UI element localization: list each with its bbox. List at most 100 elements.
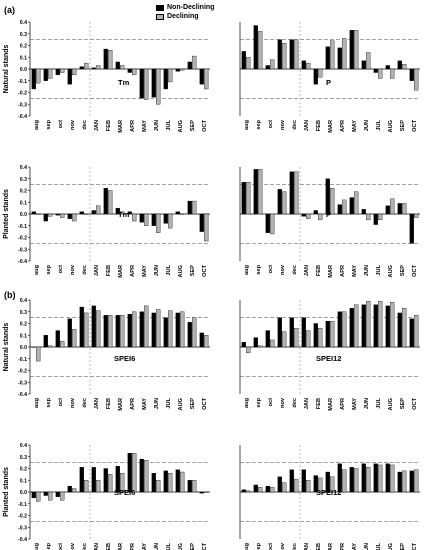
b-natural-left-y-tick-label-4: 0.0 xyxy=(20,345,27,351)
b-natural-right-bar-non-declining-SEP xyxy=(397,312,402,348)
b-natural-left-x-tick-label-0: aug xyxy=(34,397,40,408)
b-natural-left-bar-declining-FEB xyxy=(108,315,113,348)
a-planted-right-bar-non-declining-aug xyxy=(241,182,246,215)
b-natural-left-x-tick-label-10: JUN xyxy=(154,398,160,409)
b-planted-left-x-tick-label-1: sep xyxy=(46,542,52,550)
b-natural-left-y-tick-label-5: 0.1 xyxy=(20,333,27,339)
b-natural-right-bar-non-declining-JUL xyxy=(373,304,378,348)
b-planted-left-y-tick-label-0: -0.4 xyxy=(18,537,27,543)
b-planted-left-x-tick-label-11: JUL xyxy=(166,542,172,550)
section-label-a: (a) xyxy=(4,5,15,15)
a-planted-right-bar-declining-JAN xyxy=(306,213,311,219)
b-planted-left-annotation: SPEI6 xyxy=(114,488,135,497)
a-natural-right-bar-non-declining-oct xyxy=(265,65,270,70)
a-planted-right-bar-declining-AUG xyxy=(390,198,395,215)
b-natural-left-x-tick-label-1: sep xyxy=(46,397,52,407)
b-planted-right-bar-non-declining-JAN xyxy=(301,469,306,493)
a-planted-right-bar-declining-MAY xyxy=(354,191,359,215)
b-natural-right-bar-declining-FEB xyxy=(318,328,323,348)
b-natural-left-x-tick-label-7: MAR xyxy=(118,398,124,411)
b-natural-right-x-tick-label-8: APR xyxy=(340,398,346,410)
b-planted-left-x-tick-label-12: AUG xyxy=(178,543,184,550)
a-planted-left-y-tick-label-6: 0.2 xyxy=(20,189,27,195)
a-natural-left-x-tick-label-9: MAY xyxy=(142,120,148,132)
a-natural-left-y-tick-label-3: -0.1 xyxy=(18,79,27,85)
b-planted-left-bar-non-declining-AUG xyxy=(175,469,180,493)
a-planted-right-x-tick-label-0: aug xyxy=(244,264,250,275)
a-natural-right-bar-declining-SEP xyxy=(402,64,407,70)
b-planted-right-x-tick-label-12: AUG xyxy=(388,543,394,550)
a-natural-right-x-tick-label-8: APR xyxy=(340,120,346,132)
b-natural-right-x-tick-label-14: OCT xyxy=(412,397,418,409)
a-natural-right-x-tick-label-0: aug xyxy=(244,119,250,130)
b-natural-right-bar-declining-APR xyxy=(342,311,347,348)
b-planted-right-bar-non-declining-SEP xyxy=(397,471,402,493)
a-natural-left-annotation: Tm xyxy=(118,78,130,87)
a-planted-right-bar-declining-MAR xyxy=(330,187,335,215)
a-planted-right-bar-non-declining-MAY xyxy=(349,197,354,215)
a-planted-right-x-tick-label-6: FEB xyxy=(316,265,322,276)
b-natural-left-bar-declining-MAY xyxy=(144,305,149,348)
b-planted-right-bar-declining-OCT xyxy=(414,469,419,493)
a-natural-left-bar-declining-FEB xyxy=(108,50,113,70)
a-planted-left-bar-declining-APR xyxy=(132,213,137,222)
a-natural-left-bar-declining-OCT xyxy=(204,68,209,90)
a-natural-right-bar-declining-JUL xyxy=(378,68,383,79)
a-natural-right-x-tick-label-9: MAY xyxy=(352,120,358,132)
b-natural-left-y-tick-label-0: -0.4 xyxy=(18,392,27,398)
b-planted-right-x-tick-label-4: dec xyxy=(292,543,298,550)
a-planted-right-bar-declining-dec xyxy=(294,171,299,215)
a-natural-right-bar-non-declining-SEP xyxy=(397,60,402,70)
a-planted-left-x-tick-label-6: FEB xyxy=(106,265,112,276)
b-natural-right-bar-non-declining-FEB xyxy=(313,323,318,348)
b-natural-left-bar-non-declining-FEB xyxy=(103,315,108,348)
a-natural-right-bar-declining-OCT xyxy=(414,68,419,91)
b-planted-right-x-tick-label-7: MAR xyxy=(328,543,334,550)
b-natural-left-bar-declining-JUL xyxy=(168,310,173,348)
a-natural-right-bar-non-declining-APR xyxy=(337,47,342,70)
b-planted-left-y-tick-label-8: 0.4 xyxy=(20,443,27,449)
b-planted-left-y-tick-label-6: 0.2 xyxy=(20,467,27,473)
a-natural-left-x-tick-label-10: JUN xyxy=(154,120,160,131)
a-planted-right-bar-non-declining-SEP xyxy=(397,203,402,215)
b-planted-left-bar-declining-JUN xyxy=(156,480,161,493)
b-natural-left-bar-non-declining-JUL xyxy=(163,317,168,348)
b-natural-left-bar-declining-aug xyxy=(36,346,41,362)
a-natural-left-x-tick-label-6: FEB xyxy=(106,120,112,131)
a-natural-right-x-tick-label-5: JAN xyxy=(304,120,310,131)
a-natural-right-bar-non-declining-MAY xyxy=(349,30,354,70)
a-planted-left-bar-declining-JAN xyxy=(96,205,101,215)
b-natural-left-bar-non-declining-dec xyxy=(79,306,84,348)
a-natural-right-bar-non-declining-JUN xyxy=(361,60,366,70)
b-natural-right-x-tick-label-4: dec xyxy=(292,398,298,408)
b-planted-right-x-tick-label-2: oct xyxy=(268,543,274,550)
b-natural-left-x-tick-label-11: JUL xyxy=(166,397,172,408)
a-planted-left-bar-declining-MAY xyxy=(144,213,149,226)
a-planted-left-bar-non-declining-APR xyxy=(127,211,132,215)
b-planted-right-x-tick-label-5: JAN xyxy=(304,543,310,550)
a-planted-left-bar-non-declining-JUN xyxy=(151,213,156,226)
b-natural-left-x-tick-label-9: MAY xyxy=(142,398,148,410)
a-natural-left-x-tick-label-0: aug xyxy=(34,119,40,130)
b-planted-right-bar-declining-sep xyxy=(258,487,263,493)
b-natural-right-bar-non-declining-AUG xyxy=(385,305,390,348)
a-planted-right-bar-non-declining-JUN xyxy=(361,209,366,215)
b-planted-left-bar-declining-sep xyxy=(48,491,53,501)
a-planted-left-x-tick-label-14: OCT xyxy=(202,264,208,276)
b-natural-left-bar-declining-JAN xyxy=(96,310,101,348)
b-natural-right-bar-non-declining-sep xyxy=(253,337,258,348)
b-natural-left-bar-non-declining-MAR xyxy=(115,315,120,348)
b-planted-right-x-tick-label-3: nov xyxy=(280,542,286,550)
a-natural-right-bar-non-declining-MAR xyxy=(325,46,330,70)
b-planted-left-bar-declining-MAY xyxy=(144,460,149,493)
b-natural-right-x-tick-label-7: MAR xyxy=(328,398,334,411)
b-planted-right-annotation: SPEI12 xyxy=(316,488,341,497)
b-planted-left-y-tick-label-2: -0.2 xyxy=(18,514,27,520)
a-planted-left-y-tick-label-0: -0.4 xyxy=(18,259,27,265)
a-planted-right-bar-non-declining-oct xyxy=(265,213,270,233)
b-natural-right-bar-non-declining-oct xyxy=(265,330,270,348)
b-natural-left-bar-non-declining-JUN xyxy=(151,312,156,348)
legend-item-non-declining: Non-Declining xyxy=(156,3,214,12)
a-planted-left-y-tick-label-7: 0.3 xyxy=(20,177,27,183)
